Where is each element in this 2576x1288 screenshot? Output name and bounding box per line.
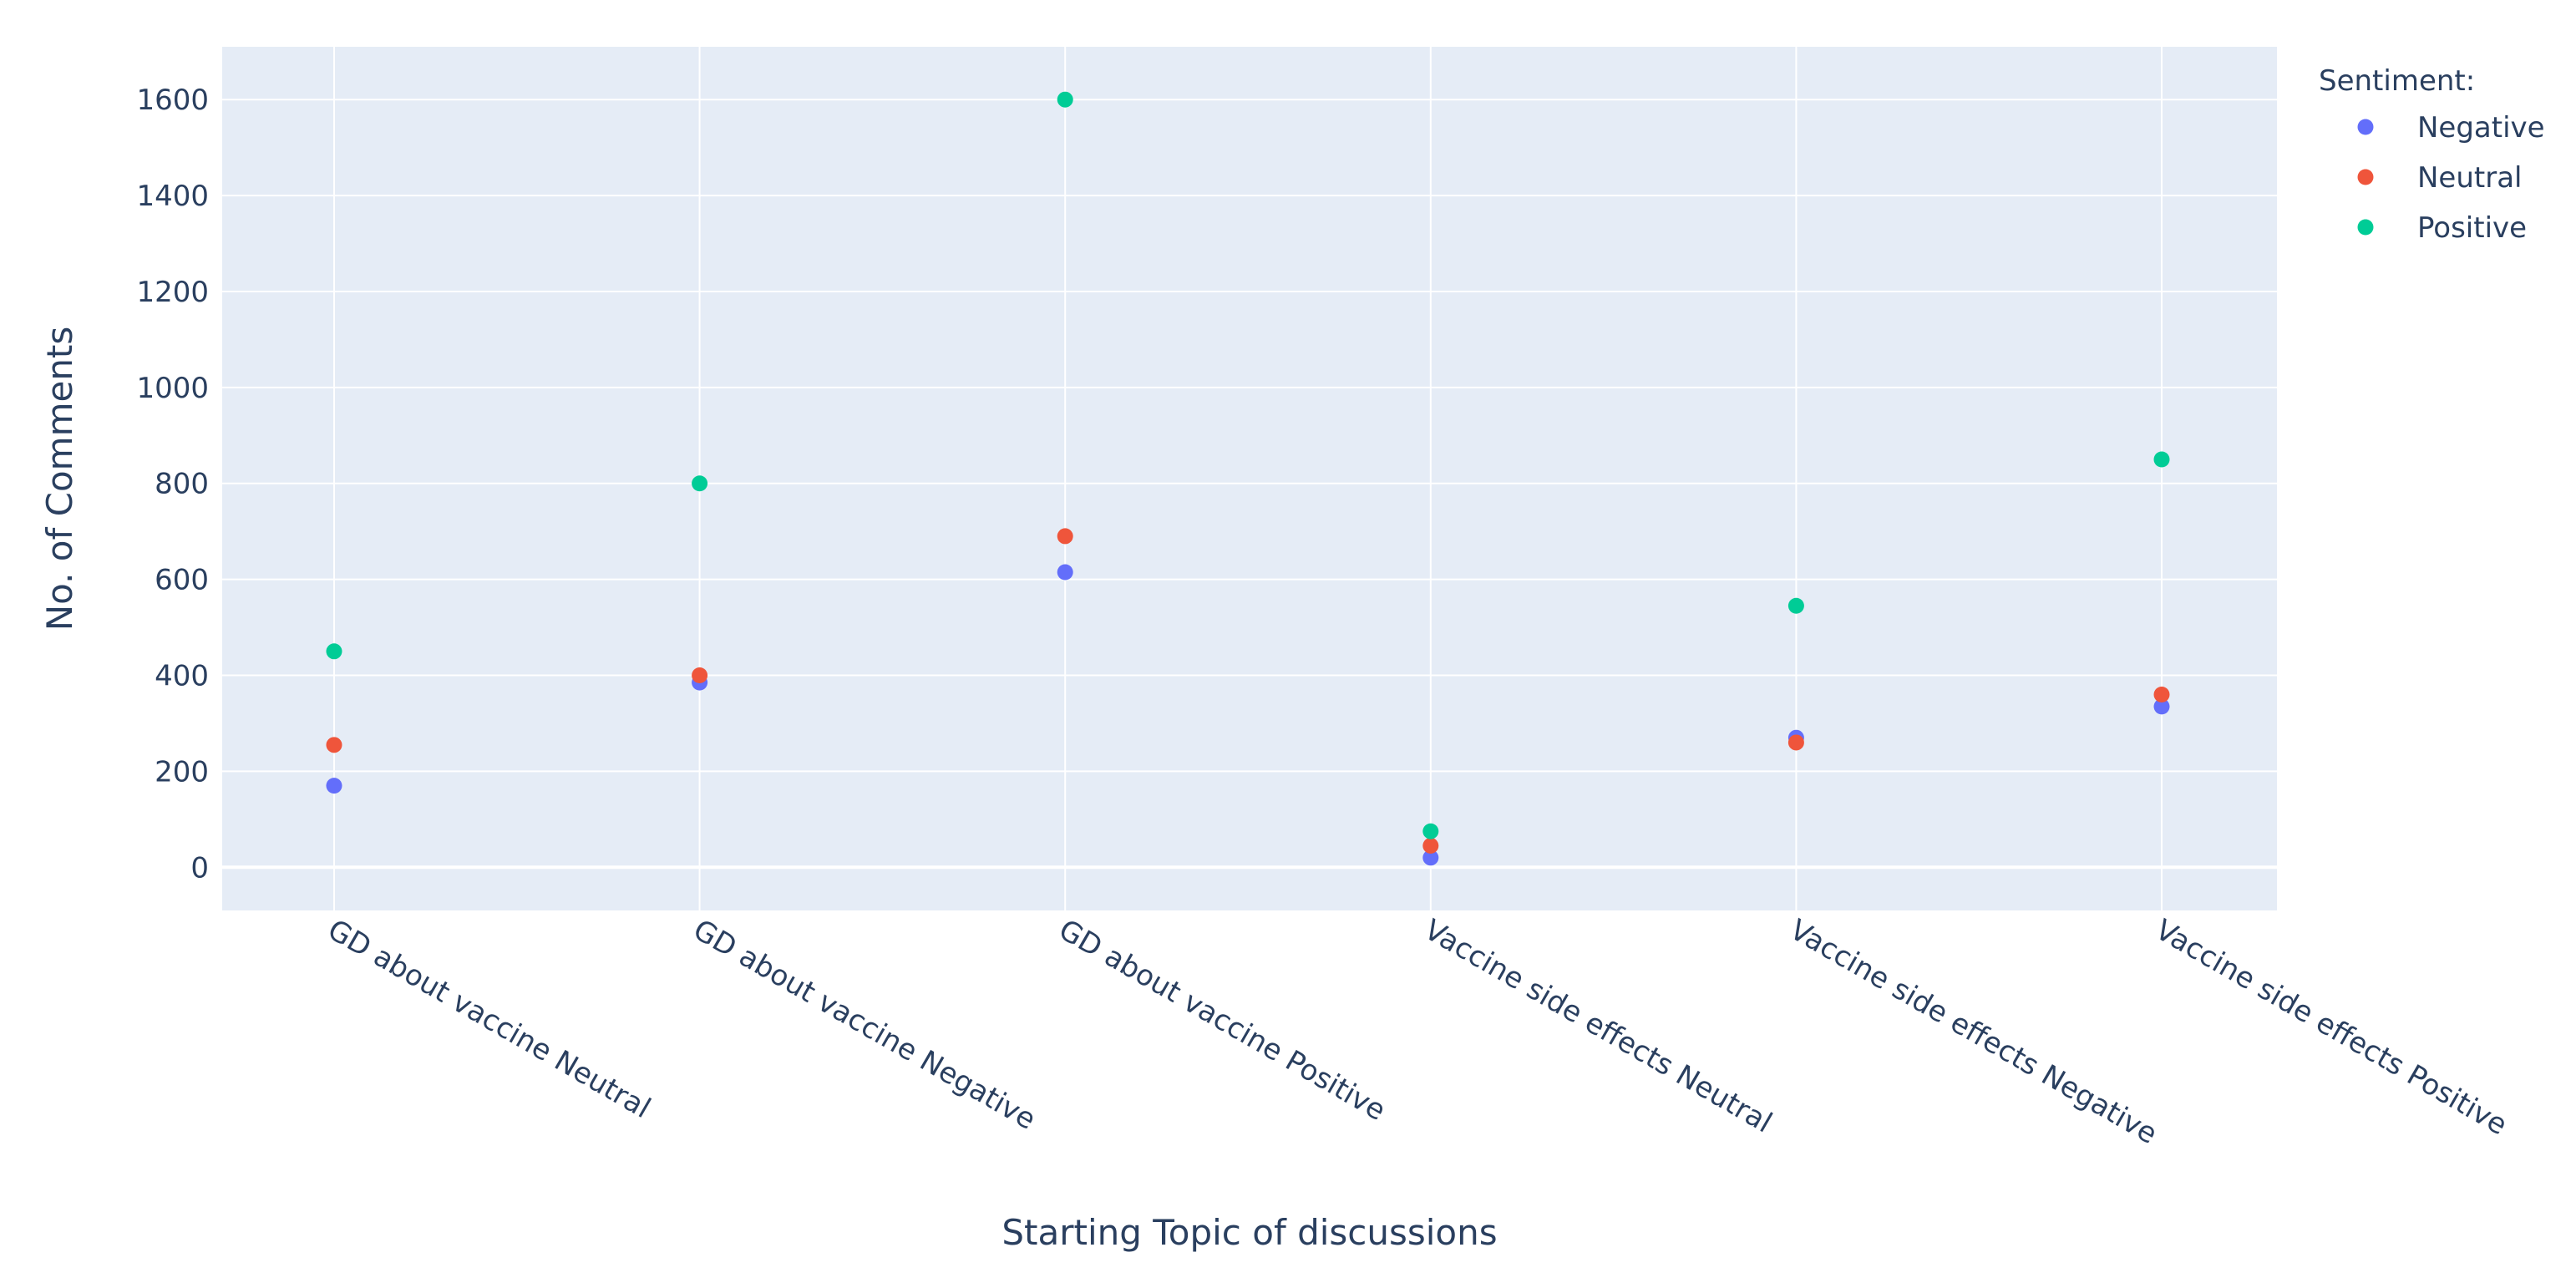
legend-marker-positive [2357, 219, 2374, 236]
legend-title: Sentiment: [2319, 64, 2475, 98]
data-point-neutral [1422, 837, 1439, 854]
data-point-neutral [2153, 687, 2170, 702]
data-point-positive [1787, 597, 1804, 614]
legend: Sentiment: Negative Neutral Positive [2319, 64, 2545, 245]
y-tick-labels: 0 200 400 600 800 1000 1200 1400 1600 [136, 84, 209, 885]
x-tick-label: Vaccine side effects Positive [2150, 913, 2513, 1142]
data-points [326, 91, 2170, 866]
y-tick-label: 400 [155, 660, 209, 693]
legend-label-negative: Negative [2417, 111, 2545, 145]
data-point-negative [2153, 698, 2170, 715]
data-point-positive [2153, 451, 2170, 468]
x-tick-label: GD about vaccine Positive [1053, 913, 1392, 1128]
y-tick-label: 800 [155, 468, 209, 501]
y-axis-title: No. of Comments [39, 327, 80, 631]
y-tick-label: 1200 [136, 276, 209, 309]
data-point-neutral [1057, 528, 1073, 545]
x-tick-label: Vaccine side effects Neutral [1418, 913, 1777, 1139]
y-tick-label: 0 [190, 851, 209, 885]
x-tick-label: GD about vaccine Negative [687, 913, 1041, 1137]
x-tick-labels: GD about vaccine Neutral GD about vaccine… [322, 913, 2513, 1151]
data-point-positive [1422, 823, 1439, 839]
y-tick-label: 1000 [136, 372, 209, 405]
plot-background [222, 47, 2277, 910]
x-axis-title: Starting Topic of discussions [1001, 1212, 1497, 1253]
legend-marker-neutral [2357, 169, 2374, 185]
data-point-neutral [326, 737, 342, 753]
data-point-negative [326, 778, 342, 794]
legend-label-neutral: Neutral [2417, 161, 2523, 195]
data-point-negative [1057, 564, 1073, 581]
legend-marker-negative [2357, 119, 2374, 135]
legend-label-positive: Positive [2417, 211, 2527, 245]
data-point-positive [1057, 91, 1073, 108]
x-tick-label: GD about vaccine Neutral [322, 913, 657, 1125]
data-point-neutral [692, 667, 708, 684]
data-point-neutral [1787, 734, 1804, 751]
y-tick-label: 600 [155, 564, 209, 597]
y-tick-label: 1600 [136, 84, 209, 117]
grid-lines [222, 47, 2277, 910]
legend-items: Negative Neutral Positive [2357, 111, 2545, 245]
x-tick-label: Vaccine side effects Negative [1784, 913, 2163, 1151]
data-point-positive [692, 475, 708, 492]
data-point-positive [326, 643, 342, 660]
y-tick-label: 1400 [136, 180, 209, 213]
y-tick-label: 200 [155, 755, 209, 789]
data-point-negative [1422, 849, 1439, 866]
